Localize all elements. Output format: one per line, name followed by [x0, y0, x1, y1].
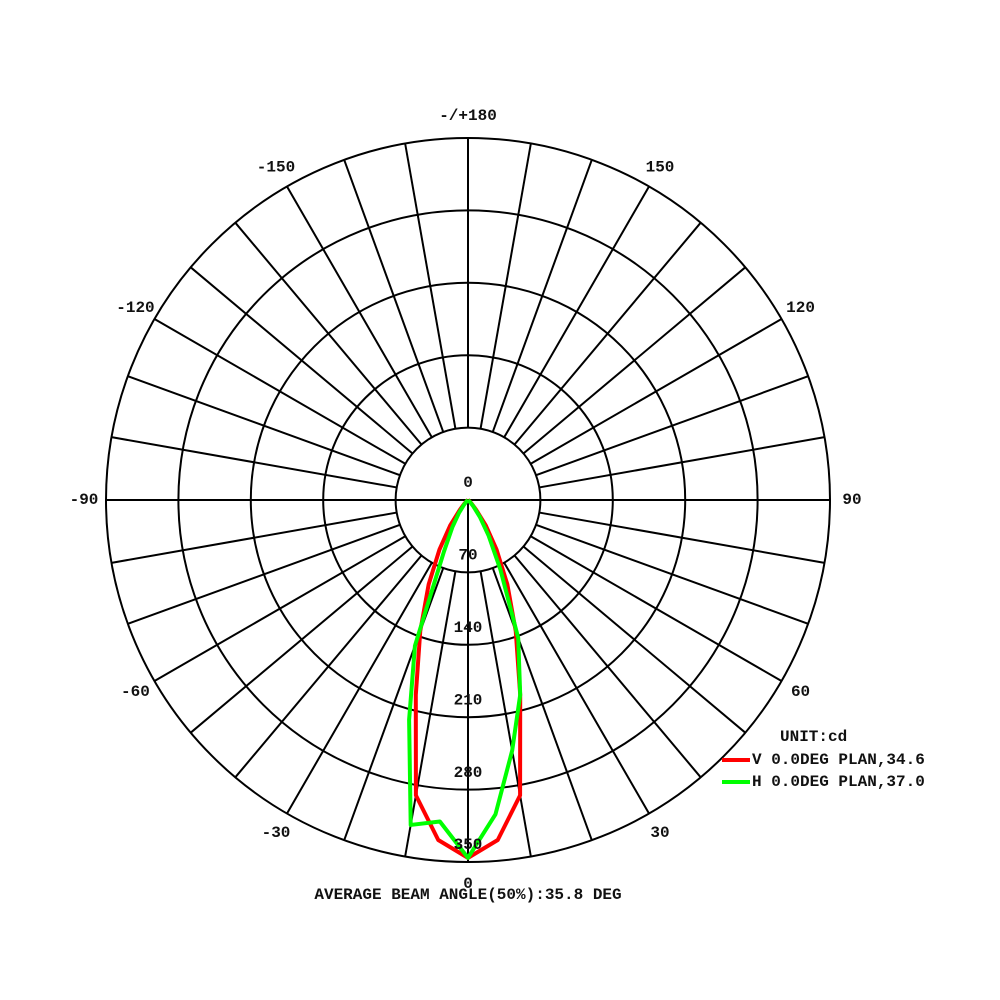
spoke — [539, 511, 825, 564]
spoke — [404, 143, 457, 429]
angle-tick-label: 150 — [646, 159, 675, 177]
spoke — [127, 523, 401, 625]
spoke — [491, 159, 593, 433]
angle-tick-label: -120 — [116, 299, 154, 317]
angle-tick-label: -150 — [257, 159, 295, 177]
r-tick-label: 70 — [458, 547, 477, 565]
angle-tick-label: 30 — [650, 824, 669, 842]
spoke — [404, 571, 457, 857]
footer: AVERAGE BEAM ANGLE(50%):35.8 DEG — [314, 886, 621, 904]
spoke — [513, 222, 702, 446]
spoke — [539, 436, 825, 489]
spoke — [234, 554, 423, 778]
spoke — [522, 545, 746, 734]
spoke — [127, 375, 401, 477]
r-tick-label: 280 — [454, 764, 483, 782]
r-tick-label: 350 — [454, 836, 483, 854]
spoke — [234, 222, 423, 446]
angle-tick-label: -/+180 — [439, 107, 497, 125]
angle-tick-label: -60 — [121, 683, 150, 701]
spoke — [530, 535, 783, 682]
spoke — [513, 554, 702, 778]
spoke — [190, 545, 414, 734]
spoke — [491, 567, 593, 841]
spoke — [286, 185, 433, 438]
spoke — [479, 571, 532, 857]
spoke — [111, 436, 397, 489]
spoke — [530, 318, 783, 465]
spoke — [535, 523, 809, 625]
legend-label: H 0.0DEG PLAN,37.0 — [752, 773, 925, 791]
r-tick-label: 0 — [463, 474, 473, 492]
spoke — [153, 318, 406, 465]
spoke — [286, 562, 433, 815]
angle-tick-label: 0 — [463, 875, 473, 893]
angle-tick-label: -30 — [262, 824, 291, 842]
angle-tick-label: 120 — [786, 299, 815, 317]
legend-label: V 0.0DEG PLAN,34.6 — [752, 751, 925, 769]
spoke — [503, 562, 650, 815]
spoke — [111, 511, 397, 564]
r-tick-label: 140 — [454, 619, 483, 637]
r-tick-label: 210 — [454, 691, 483, 709]
spoke — [503, 185, 650, 438]
spoke — [535, 375, 809, 477]
spoke — [190, 266, 414, 455]
series-line — [407, 498, 523, 860]
angle-tick-label: -90 — [70, 491, 99, 509]
spoke — [479, 143, 532, 429]
angle-tick-label: 90 — [842, 491, 861, 509]
angle-tick-label: 60 — [791, 683, 810, 701]
spoke — [343, 159, 445, 433]
unit-label: UNIT:cd — [780, 728, 847, 746]
spoke — [153, 535, 406, 682]
spoke — [522, 266, 746, 455]
